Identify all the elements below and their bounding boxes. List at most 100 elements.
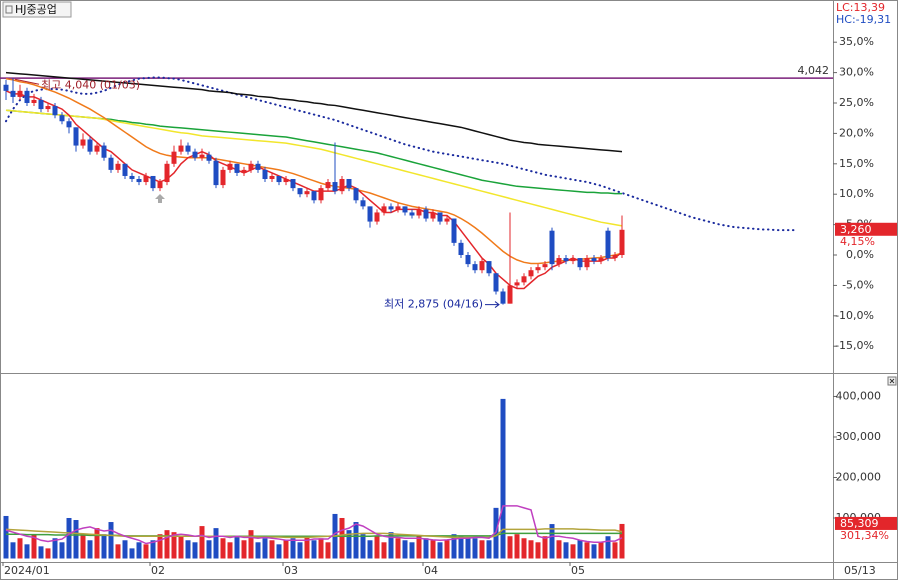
volume-bar (59, 542, 65, 559)
high-annotation: 최고 4,040 (01/03) (41, 78, 140, 91)
volume-bar (472, 538, 478, 559)
volume-bar (353, 522, 359, 559)
candle-body (52, 106, 58, 116)
candle-body (269, 175, 275, 180)
volume-bar (24, 544, 30, 559)
candle-body (94, 145, 100, 152)
volume-bar (269, 540, 275, 559)
candle-body (178, 145, 184, 152)
candle-body (402, 206, 408, 213)
candle-body (59, 115, 65, 122)
candle-body (591, 258, 597, 262)
x-tick-label: 2024/01 (4, 564, 50, 577)
volume-bar (94, 528, 100, 559)
volume-bar (304, 536, 310, 559)
signal-arrow (155, 194, 165, 203)
candle-body (220, 169, 226, 186)
volume-bar (52, 538, 58, 559)
high-arrow (14, 78, 40, 85)
candle-body (423, 209, 429, 219)
volume-ratio-label: 301,34% (840, 529, 889, 542)
candle-body (129, 175, 135, 180)
candle-body (213, 160, 219, 186)
volume-bar (87, 540, 93, 559)
hc-label: HC:-19,31 (836, 13, 891, 26)
candle-body (395, 206, 401, 210)
volume-bar (318, 538, 324, 559)
volume-bar (430, 540, 436, 559)
volume-bar (584, 542, 590, 559)
volume-bar (227, 542, 233, 559)
lc-label: LC:13,39 (836, 1, 885, 14)
volume-bar (556, 540, 562, 559)
y-tick-label: 30,0% (839, 66, 874, 79)
volume-bar (339, 517, 345, 559)
candle-body (192, 151, 198, 158)
low-annotation: 최저 2,875 (04/16) (384, 298, 483, 311)
volume-bar (248, 530, 254, 559)
volume-bar (276, 544, 282, 559)
volume-bar (493, 507, 499, 559)
x-tick-label: 04 (424, 564, 438, 577)
volume-bar (122, 540, 128, 559)
candle-body (444, 218, 450, 222)
volume-bar (388, 532, 394, 559)
candle-body (283, 179, 289, 183)
volume-bar (73, 520, 79, 559)
candle-body (535, 267, 541, 271)
moving-average-line (5, 71, 623, 153)
candle-body (311, 191, 317, 201)
candle-body (31, 99, 37, 104)
candle-body (360, 200, 366, 207)
volume-bar (500, 398, 506, 559)
volume-bar (423, 538, 429, 559)
volume-bar (507, 536, 513, 559)
candle-body (241, 169, 247, 173)
candle-body (290, 179, 296, 189)
moving-average-line (5, 528, 623, 539)
candle-body (612, 255, 618, 259)
reference-label: 4,042 (798, 64, 830, 77)
volume-bar (346, 530, 352, 559)
volume-bar (528, 540, 534, 559)
candle-body (73, 127, 79, 146)
candle-body (297, 188, 303, 195)
volume-bar (199, 526, 205, 559)
volume-bar (577, 540, 583, 559)
candle-body (45, 106, 51, 110)
candle-body (101, 145, 107, 158)
volume-bar (458, 536, 464, 559)
volume-bar (262, 538, 268, 559)
candle-body (164, 163, 170, 183)
y-tick-label: 0,0% (846, 248, 874, 261)
x-tick-label: 05 (571, 564, 585, 577)
candle-body (437, 212, 443, 222)
volume-bar (598, 542, 604, 559)
volume-bar (605, 536, 611, 559)
volume-bar (612, 542, 618, 559)
x-end-label: 05/13 (844, 564, 876, 577)
volume-bar (178, 536, 184, 559)
title-box[interactable] (2, 1, 72, 18)
volume-bar (374, 536, 380, 559)
volume-bar (409, 542, 415, 559)
candle-body (514, 282, 520, 286)
volume-bar (486, 540, 492, 559)
x-tick-label: 02 (151, 564, 165, 577)
moving-average-line (5, 505, 623, 545)
candle-body (339, 179, 345, 192)
candle-body (528, 270, 534, 277)
moving-average-line (5, 90, 623, 290)
last-price-label: 3,260 (840, 223, 872, 236)
volume-bar (535, 542, 541, 559)
candle-body (570, 258, 576, 262)
candle-body (115, 163, 121, 170)
candle-body (3, 84, 9, 91)
candle-body (234, 163, 240, 173)
volume-bar (283, 540, 289, 559)
volume-bar (3, 515, 9, 559)
candle-body (549, 230, 555, 265)
dotted-line (5, 76, 798, 232)
y-tick-label: 35,0% (839, 35, 874, 48)
